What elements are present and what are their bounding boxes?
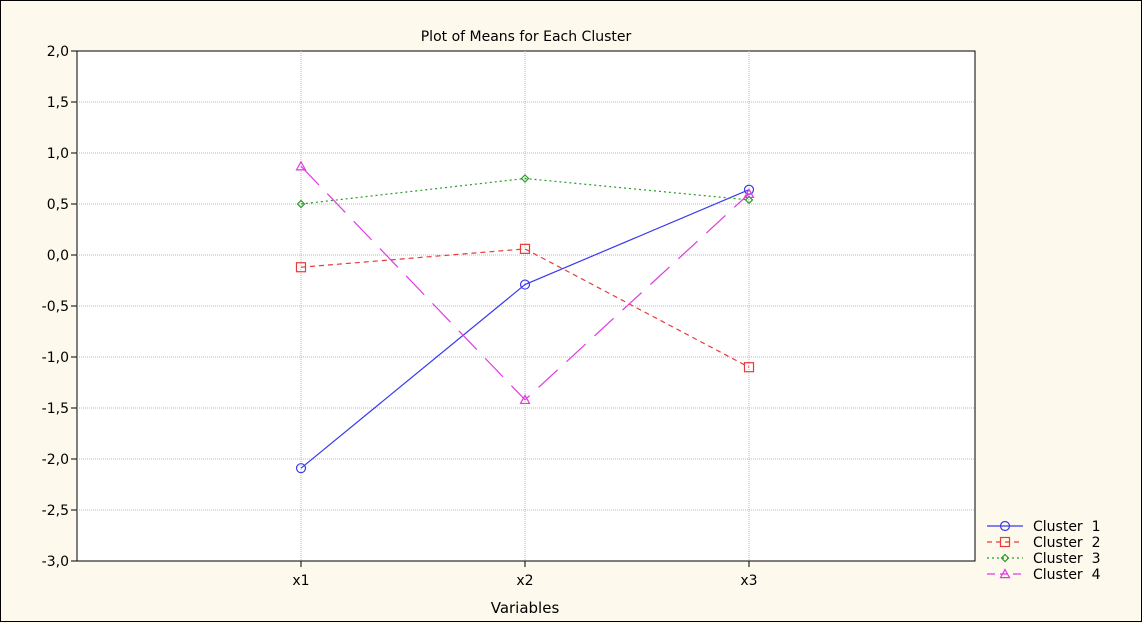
x-axis-ticks: x1 x2 x3 <box>292 561 758 589</box>
data-point <box>520 174 530 183</box>
x-tick-label: x2 <box>516 573 533 589</box>
data-point <box>296 199 306 209</box>
data-point <box>295 463 307 474</box>
legend-swatch-marker <box>999 520 1011 532</box>
data-point <box>744 195 754 205</box>
legend-label: Cluster 2 <box>1033 535 1101 551</box>
y-tick-label: -2,0 <box>42 452 69 468</box>
data-point <box>743 188 755 198</box>
legend-label: Cluster 3 <box>1033 551 1101 567</box>
legend-item: Cluster 3 <box>987 551 1101 567</box>
x-tick-label: x3 <box>740 573 757 589</box>
chart-title: Plot of Means for Each Cluster <box>421 29 632 45</box>
data-point <box>519 243 531 254</box>
series-line <box>300 248 750 368</box>
legend-item: Cluster 4 <box>987 567 1101 583</box>
legend-item: Cluster 1 <box>987 519 1101 535</box>
y-axis-ticks: 2,0 1,5 1,0 0,5 0,0 -0,5 -1,0 -1,5 -2,0 -2,5 -3,0 <box>42 44 77 570</box>
series-line <box>300 165 750 401</box>
x-axis-title: Variables <box>491 599 560 617</box>
legend-label: Cluster 1 <box>1033 519 1101 535</box>
y-tick-label: -3,0 <box>42 554 69 570</box>
grid-lines <box>77 51 975 561</box>
series-cluster-4 <box>295 160 755 405</box>
series-lines <box>295 160 755 474</box>
series-line <box>300 189 750 469</box>
series-line <box>300 177 750 205</box>
data-point <box>743 362 755 373</box>
data-point <box>519 279 531 290</box>
y-tick-label: -0,5 <box>42 299 69 315</box>
series-cluster-2 <box>295 243 755 373</box>
legend-label: Cluster 4 <box>1033 567 1101 583</box>
y-tick-label: -2,5 <box>42 503 69 519</box>
y-tick-label: 0,5 <box>47 197 69 213</box>
data-point <box>295 160 307 171</box>
x-tick-label: x1 <box>292 573 309 589</box>
legend-swatch-marker <box>999 536 1011 548</box>
data-point <box>519 394 531 405</box>
legend-swatch-marker <box>999 568 1011 579</box>
y-tick-label: -1,0 <box>42 350 69 366</box>
legend-item: Cluster 2 <box>987 535 1101 551</box>
y-tick-label: 1,5 <box>47 95 69 111</box>
series-cluster-3 <box>296 174 754 209</box>
legend-swatch-marker <box>1000 553 1010 563</box>
y-tick-label: 2,0 <box>47 44 69 60</box>
data-point <box>295 262 307 273</box>
y-tick-label: 1,0 <box>47 146 69 162</box>
y-tick-label: -1,5 <box>42 401 69 417</box>
y-tick-label: 0,0 <box>47 248 69 264</box>
